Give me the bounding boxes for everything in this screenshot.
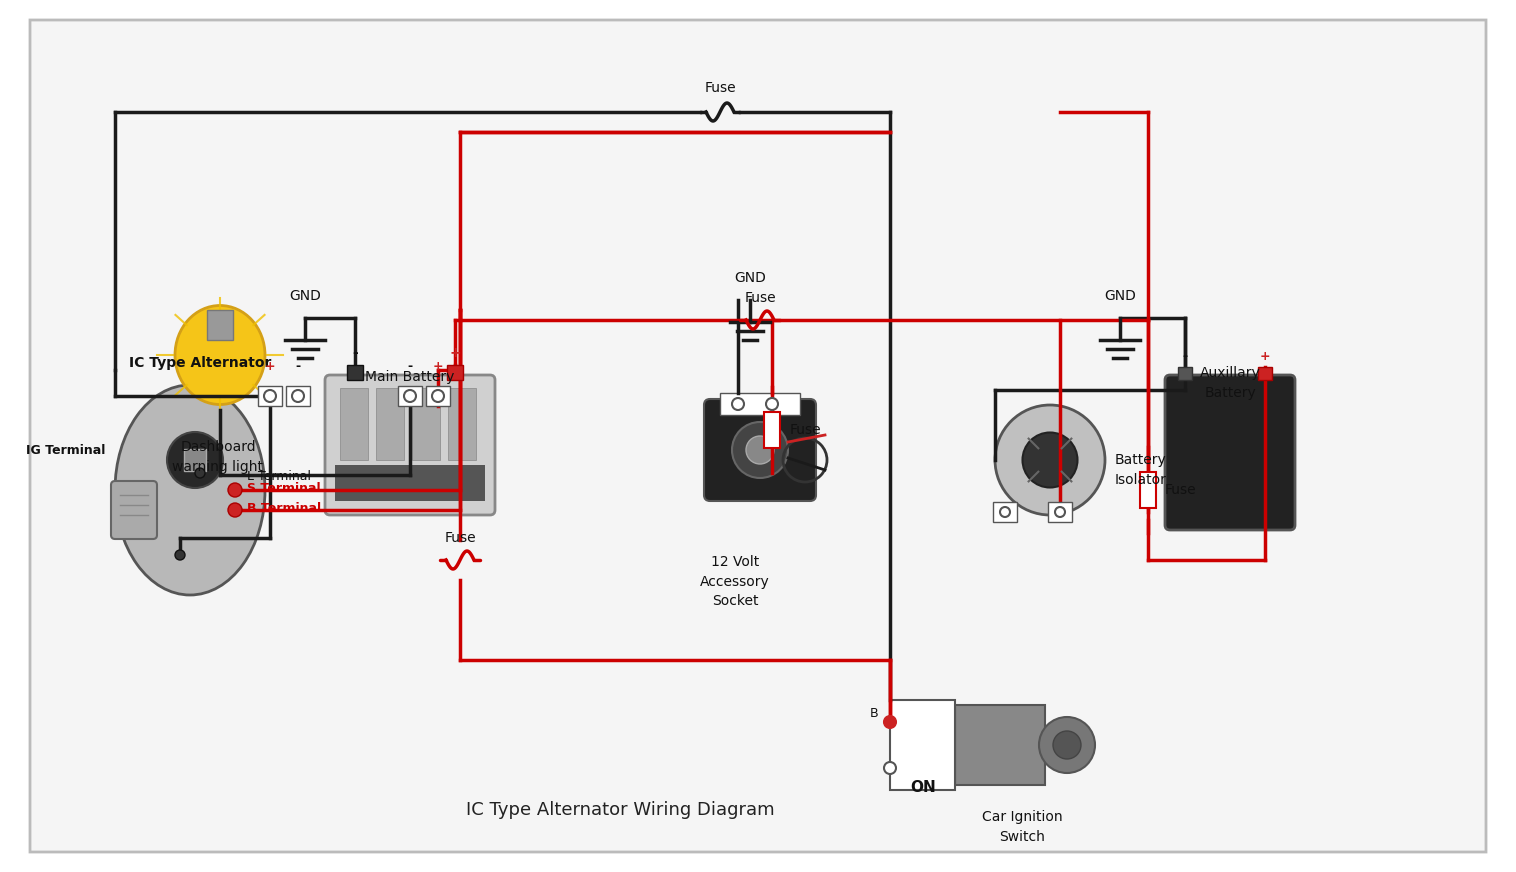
FancyBboxPatch shape <box>30 20 1486 852</box>
Text: ON: ON <box>910 780 935 795</box>
Circle shape <box>994 405 1105 515</box>
Circle shape <box>167 432 223 488</box>
Circle shape <box>432 390 444 402</box>
Text: Fuse: Fuse <box>444 531 476 545</box>
Text: B Terminal: B Terminal <box>247 501 321 514</box>
Circle shape <box>227 483 243 497</box>
FancyBboxPatch shape <box>1164 375 1295 530</box>
Text: -: - <box>296 360 300 373</box>
Text: IC Type Alternator Wiring Diagram: IC Type Alternator Wiring Diagram <box>465 801 775 819</box>
Text: GND: GND <box>290 289 321 303</box>
Circle shape <box>403 390 415 402</box>
Text: Fuse: Fuse <box>790 423 822 437</box>
Text: +: + <box>432 360 443 373</box>
Bar <box>1048 502 1072 522</box>
Text: GND: GND <box>734 271 766 285</box>
Bar <box>449 388 476 460</box>
Circle shape <box>174 550 185 560</box>
Text: Fuse: Fuse <box>705 81 735 95</box>
Text: -: - <box>408 360 412 373</box>
Text: Car Ignition
Switch: Car Ignition Switch <box>982 810 1063 843</box>
Bar <box>335 465 485 501</box>
Text: 12 Volt
Accessory
Socket: 12 Volt Accessory Socket <box>700 555 770 608</box>
Circle shape <box>227 503 243 517</box>
Bar <box>890 700 955 790</box>
Text: Fuse: Fuse <box>1164 483 1196 497</box>
Bar <box>183 449 206 471</box>
Bar <box>1178 367 1192 380</box>
Text: +: + <box>1260 350 1270 363</box>
Ellipse shape <box>174 305 265 405</box>
Bar <box>1140 472 1157 508</box>
Circle shape <box>732 398 744 410</box>
FancyBboxPatch shape <box>703 399 816 501</box>
Text: IG Terminal: IG Terminal <box>26 444 105 457</box>
Circle shape <box>884 762 896 774</box>
Circle shape <box>732 422 788 478</box>
Circle shape <box>884 716 896 728</box>
Circle shape <box>1055 507 1066 517</box>
FancyBboxPatch shape <box>111 481 158 539</box>
Bar <box>447 365 462 380</box>
Bar <box>955 705 1045 785</box>
Text: S Terminal: S Terminal <box>247 481 320 494</box>
Circle shape <box>766 398 778 410</box>
Bar <box>993 502 1017 522</box>
Bar <box>258 386 282 406</box>
Bar <box>399 386 421 406</box>
FancyBboxPatch shape <box>324 375 496 515</box>
Text: Auxillary
Battery: Auxillary Battery <box>1199 366 1260 399</box>
Circle shape <box>196 468 205 478</box>
Text: -: - <box>352 346 358 360</box>
Text: +: + <box>449 346 461 360</box>
Bar <box>376 388 403 460</box>
Circle shape <box>746 436 775 464</box>
Circle shape <box>1054 731 1081 759</box>
Text: Main Battery: Main Battery <box>365 370 455 384</box>
Text: +: + <box>265 360 276 373</box>
Text: L Terminal: L Terminal <box>247 469 311 482</box>
Bar <box>426 386 450 406</box>
Text: Dashboard
warning light: Dashboard warning light <box>173 440 264 473</box>
Bar <box>340 388 368 460</box>
Circle shape <box>264 390 276 402</box>
Circle shape <box>293 390 305 402</box>
Circle shape <box>1038 717 1095 773</box>
Bar <box>764 412 781 448</box>
Bar <box>1258 367 1272 380</box>
Circle shape <box>1022 433 1078 487</box>
Circle shape <box>1001 507 1010 517</box>
Ellipse shape <box>115 385 265 595</box>
Bar <box>287 386 309 406</box>
Text: IC Type Alternator: IC Type Alternator <box>129 356 271 370</box>
Text: Fuse: Fuse <box>744 291 776 305</box>
Bar <box>412 388 440 460</box>
Bar <box>720 393 800 415</box>
Text: -: - <box>1182 350 1187 363</box>
Text: B: B <box>869 706 878 719</box>
Bar <box>208 310 233 340</box>
Text: Battery
Isolator: Battery Isolator <box>1114 453 1167 487</box>
Bar <box>347 365 362 380</box>
Text: GND: GND <box>1104 289 1135 303</box>
